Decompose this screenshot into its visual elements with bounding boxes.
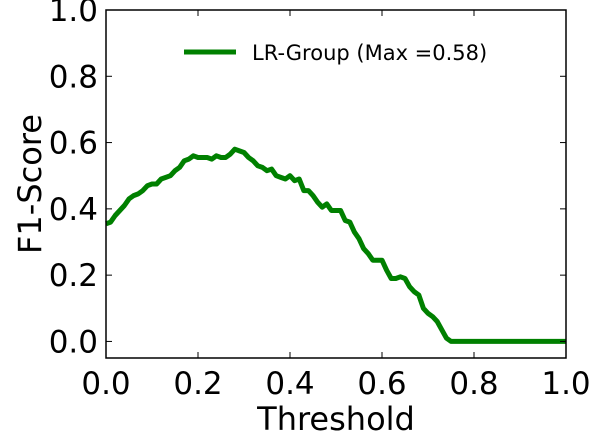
x-tick-label: 1.0	[541, 366, 590, 402]
x-tick-label: 0.4	[265, 366, 314, 402]
y-axis-title: F1-Score	[11, 114, 49, 254]
x-tick-label: 0.8	[449, 366, 498, 402]
legend-label: LR-Group (Max =0.58)	[252, 41, 487, 65]
y-tick-label: 1.0	[49, 0, 98, 29]
x-axis-title: Threshold	[256, 400, 415, 438]
axis-ticks: 0.0 0.2 0.4 0.6 0.8 1.0 0.0 0.2 0.4 0.6 0.8 1.0	[49, 0, 591, 402]
y-tick-label: 0.8	[49, 59, 98, 95]
x-tick-label: 0.6	[357, 366, 406, 402]
y-tick-label: 0.4	[49, 192, 98, 228]
x-tick-label: 0.2	[173, 366, 222, 402]
y-tick-label: 0.2	[49, 258, 98, 294]
plot-frame	[105, 9, 567, 359]
y-tick-label: 0.6	[49, 126, 98, 162]
y-tick-label: 0.0	[49, 324, 98, 360]
series-line-0	[105, 146, 566, 344]
x-tick-label: 0.0	[81, 366, 130, 402]
legend: LR-Group (Max =0.58)	[184, 41, 487, 65]
plot-area	[105, 146, 566, 344]
